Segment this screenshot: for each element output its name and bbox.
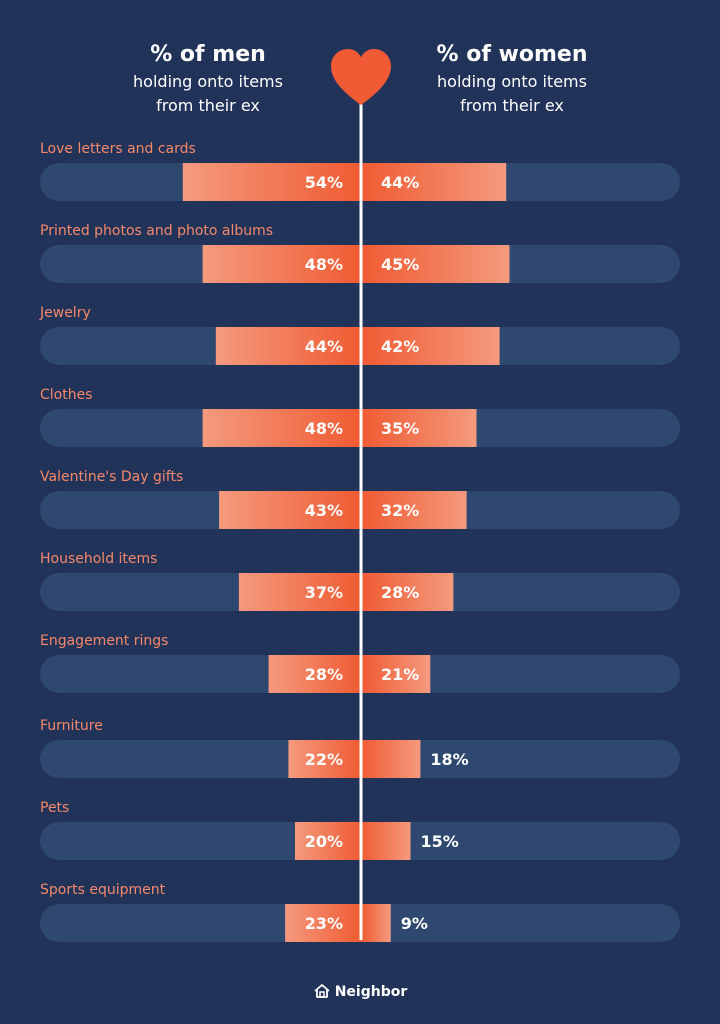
men-value-label: 28%: [305, 665, 343, 684]
women-bar: [361, 655, 431, 693]
women-bar: [361, 163, 507, 201]
women-bar: [361, 904, 391, 942]
men-value-label: 22%: [305, 750, 343, 769]
women-bar: [361, 327, 500, 365]
men-value-label: 54%: [305, 173, 343, 192]
category-label: Household items: [40, 551, 157, 567]
women-header: % of women holding onto items from their…: [372, 40, 652, 118]
women-value-label: 18%: [430, 750, 468, 769]
brand-logo: Neighbor: [0, 982, 720, 1002]
category-label: Jewelry: [39, 305, 91, 321]
house-icon: [314, 984, 330, 998]
men-value-label: 37%: [305, 583, 343, 602]
men-bar: [219, 491, 361, 529]
men-value-label: 48%: [305, 255, 343, 274]
category-label: Clothes: [40, 387, 93, 403]
men-value-label: 48%: [305, 419, 343, 438]
men-header-title: % of men: [150, 42, 266, 67]
women-header-title: % of women: [436, 42, 588, 67]
heart-icon: [331, 49, 391, 105]
men-bar: [238, 573, 361, 611]
women-value-label: 42%: [381, 337, 419, 356]
category-label: Valentine's Day gifts: [40, 469, 183, 485]
women-value-label: 21%: [381, 665, 419, 684]
men-bar: [268, 655, 361, 693]
men-bar: [285, 904, 361, 942]
category-label: Printed photos and photo albums: [40, 223, 273, 239]
women-value-label: 35%: [381, 419, 419, 438]
women-value-label: 9%: [401, 914, 428, 933]
women-bar: [361, 491, 467, 529]
women-value-label: 15%: [421, 832, 459, 851]
men-bar: [288, 740, 361, 778]
women-value-label: 45%: [381, 255, 419, 274]
category-label: Engagement rings: [40, 633, 168, 649]
category-label: Pets: [40, 800, 69, 816]
women-bar: [361, 409, 477, 447]
women-bar: [361, 740, 421, 778]
men-header-subtitle-1: holding onto items: [133, 72, 283, 91]
women-bar: [361, 822, 411, 860]
category-label: Sports equipment: [40, 882, 166, 898]
men-value-label: 43%: [305, 501, 343, 520]
men-bar: [215, 327, 361, 365]
men-bar: [202, 409, 361, 447]
women-header-subtitle-2: from their ex: [460, 96, 564, 115]
men-bar: [202, 245, 361, 283]
men-bar: [295, 822, 361, 860]
women-bar: [361, 573, 454, 611]
brand-name: Neighbor: [334, 984, 408, 1000]
men-value-label: 44%: [305, 337, 343, 356]
women-header-subtitle-1: holding onto items: [437, 72, 587, 91]
women-value-label: 44%: [381, 173, 419, 192]
women-value-label: 28%: [381, 583, 419, 602]
women-bar: [361, 245, 510, 283]
men-bar: [182, 163, 361, 201]
men-value-label: 20%: [305, 832, 343, 851]
men-header-subtitle-2: from their ex: [156, 96, 260, 115]
category-label: Furniture: [40, 718, 103, 734]
men-value-label: 23%: [305, 914, 343, 933]
women-value-label: 32%: [381, 501, 419, 520]
category-label: Love letters and cards: [40, 141, 196, 157]
men-header: % of men holding onto items from their e…: [68, 40, 348, 118]
